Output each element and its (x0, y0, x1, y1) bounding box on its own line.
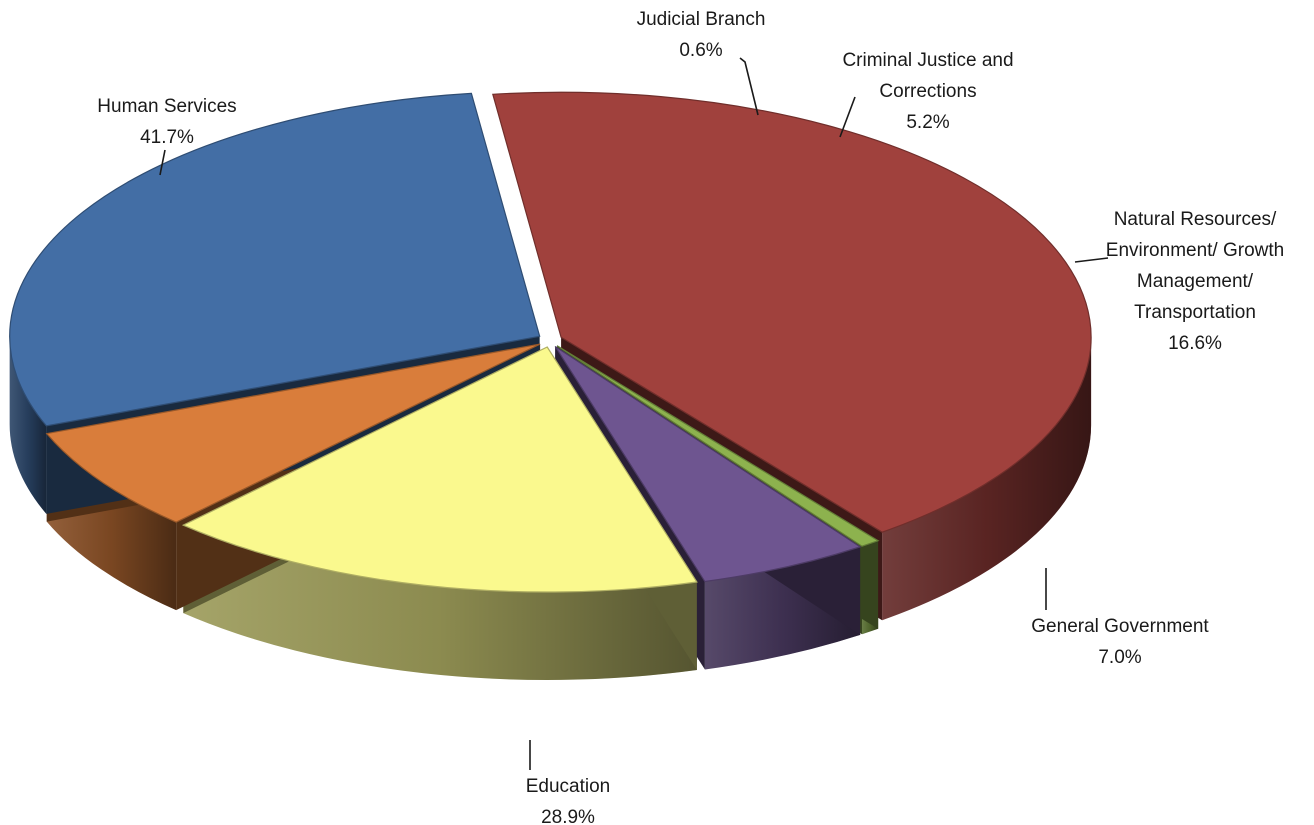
slice-name-3-0: Natural Resources/ (1114, 209, 1277, 230)
slice-label-2: Criminal Justice and Corrections 5.2% (842, 50, 1013, 133)
slice-labels: Human Services 41.7% Judicial Branch 0.6% Cr… (97, 9, 1284, 825)
leader-line-1 (739, 57, 759, 116)
slice-name-1-0: Judicial Branch (637, 9, 766, 30)
slice-value-4: 7.0% (1098, 647, 1141, 668)
slice-name-3-2: Management/ (1137, 271, 1254, 292)
slice-4 (45, 343, 541, 523)
slice-label-3: Natural Resources/Environment/ Growth Man… (1106, 209, 1284, 354)
leader-line-3 (1074, 257, 1109, 263)
slice-name-3-1: Environment/ Growth (1106, 240, 1284, 261)
slice-name-4-0: General Government (1031, 616, 1209, 637)
slice-value-5: 28.9% (541, 807, 595, 825)
slice-label-0: Human Services 41.7% (97, 96, 236, 148)
slice-name-5-0: Education (526, 776, 611, 797)
slice-side-shade-0 (882, 337, 1092, 621)
slice-tops (9, 91, 1092, 593)
slice-label-1: Judicial Branch 0.6% (637, 9, 766, 61)
slice-name-3-3: Transportation (1134, 302, 1256, 323)
leader-lines (159, 57, 1109, 770)
slice-0 (492, 91, 1092, 533)
slice-side-shade-5 (9, 336, 47, 514)
slice-5 (9, 92, 541, 427)
slice-label-4: General Government 7.0% (1031, 616, 1209, 668)
slice-value-3: 16.6% (1168, 333, 1222, 354)
slice-name-2-1: Corrections (879, 81, 976, 102)
slice-3 (181, 346, 698, 593)
slice-value-1: 0.6% (679, 40, 722, 61)
leader-line-0 (159, 149, 166, 176)
slice-2 (554, 345, 862, 583)
slice-name-2-0: Criminal Justice and (842, 50, 1013, 71)
slice-label-5: Education 28.9% (526, 776, 611, 825)
slice-1 (556, 345, 880, 547)
slice-side-shade-3 (183, 525, 697, 681)
slice-name-0-0: Human Services (97, 96, 236, 117)
leader-line-2 (839, 96, 856, 138)
slice-value-2: 5.2% (906, 112, 949, 133)
slice-value-0: 41.7% (140, 127, 194, 148)
